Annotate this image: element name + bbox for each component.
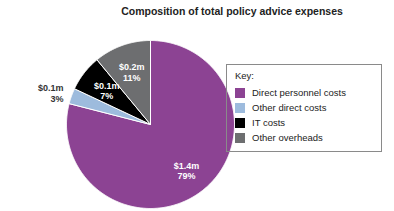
svg-text:$0.2m11%: $0.2m11% [119, 62, 145, 82]
svg-text:$0.1m3%: $0.1m3% [38, 83, 64, 103]
html-text:Composition of total policy ad: Composition of total policy advice expen… [121, 5, 343, 17]
html-text:Key:: Key: [235, 70, 254, 81]
html-text:Other overheads: Other overheads [252, 132, 323, 143]
svg-text:$1.4m79%: $1.4m79% [174, 161, 200, 181]
html-text:Direct personnel costs: Direct personnel costs [252, 87, 346, 98]
svg-text:$0.1m7%: $0.1m7% [94, 81, 120, 101]
html-text:Other direct costs: Other direct costs [252, 102, 327, 113]
html-text:IT costs: IT costs [252, 117, 286, 128]
